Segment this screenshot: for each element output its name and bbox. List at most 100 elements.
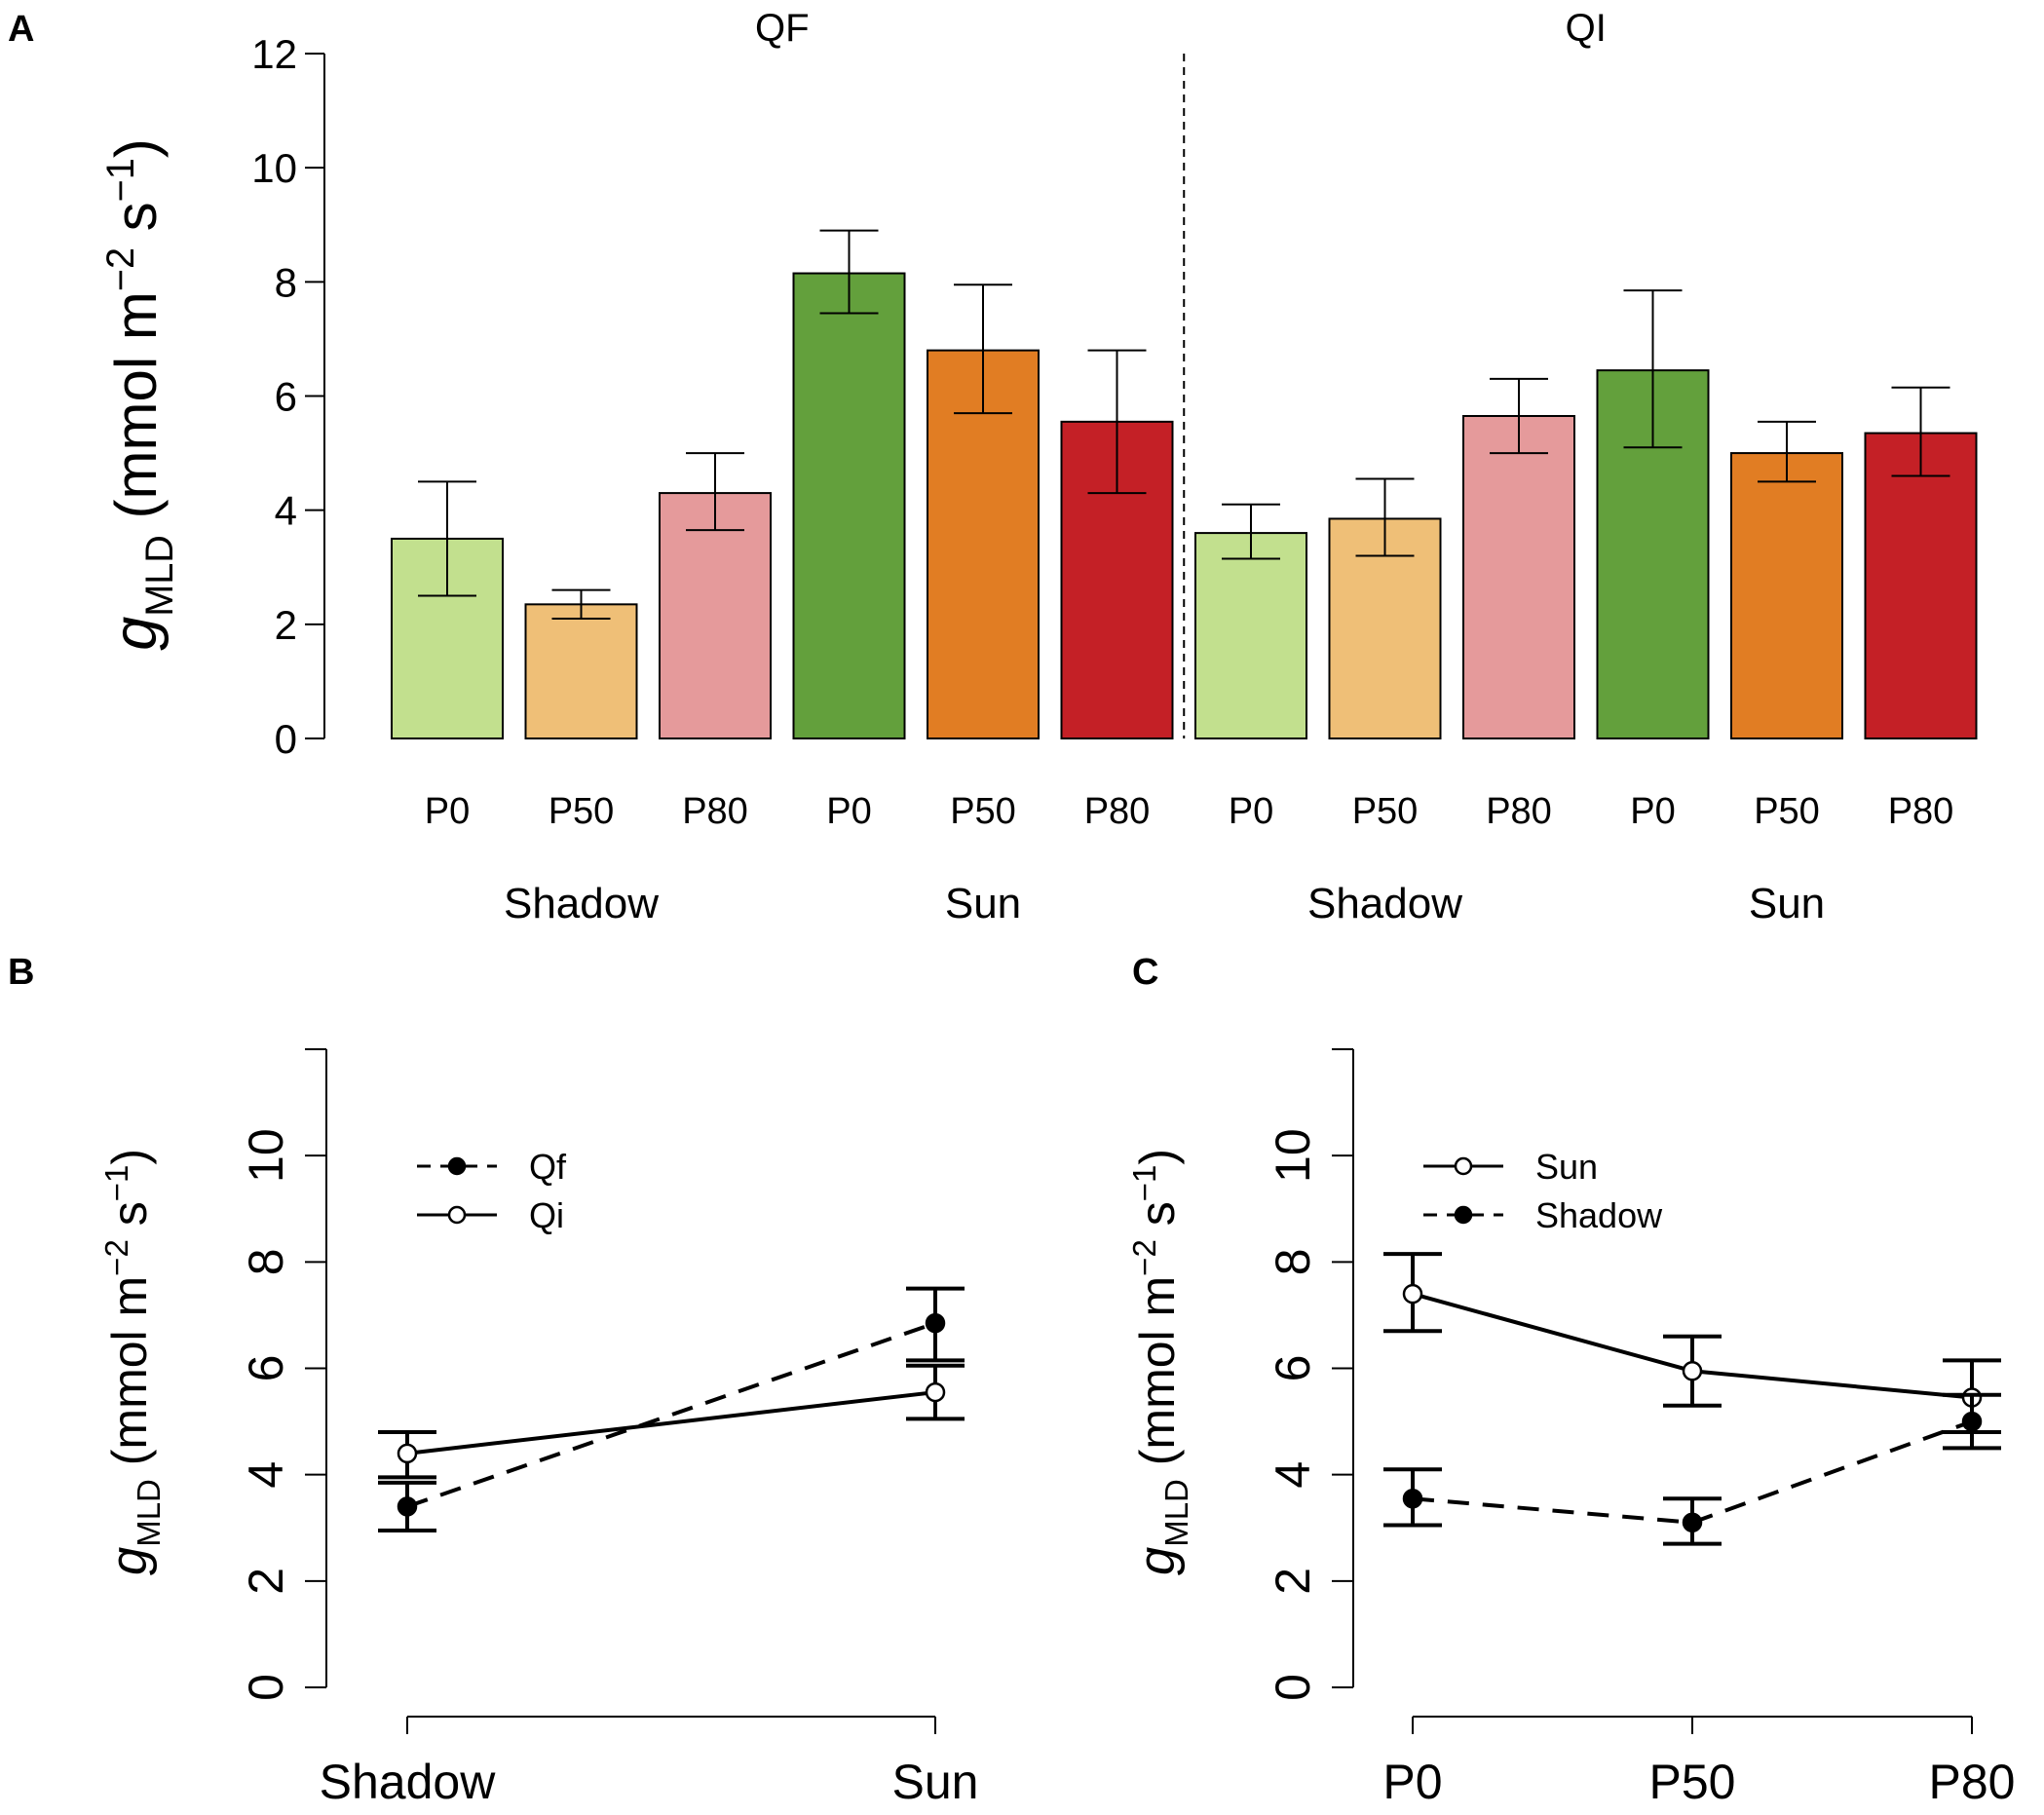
x-category-label: P80 [1888,791,1954,832]
y-axis-label-part: (mmol m [1130,1276,1185,1479]
panel-letter-c: C [1132,952,1158,993]
y-axis-label-part: s [1130,1201,1185,1239]
data-point [397,1496,418,1517]
data-point [1402,1283,1423,1305]
x-tick-label: P0 [1382,1755,1442,1809]
x-category-label: P0 [826,791,871,832]
y-axis-label-part: ) [103,138,169,158]
y-tick-label: 0 [1266,1674,1320,1701]
y-tick-label: 2 [239,1568,293,1595]
y-axis-label-part: s [103,202,169,247]
y-tick-label: 4 [239,1461,293,1489]
y-tick-label: 2 [275,602,297,648]
legend-marker [447,1156,467,1176]
y-axis-label-text: gMLD (mmol m−2 s−1) [98,1149,167,1575]
data-point [397,1443,418,1464]
x-category-label: P50 [549,791,615,832]
y-tick-label: 10 [239,1128,293,1183]
x-group-label: Sun [945,880,1021,927]
series-line-qf [406,1321,936,1509]
x-category-label: P50 [1754,791,1820,832]
legend-label: Shadow [1535,1195,1663,1235]
y-tick-label: 0 [275,716,297,762]
y-tick-label: 6 [275,374,297,420]
legend-marker [1454,1156,1473,1176]
y-axis-label-part: s [102,1201,157,1239]
y-axis-label-part: (mmol m [102,1276,157,1479]
legend-label: Qi [529,1195,564,1235]
x-category-label: P50 [1352,791,1419,832]
y-tick-label: 8 [239,1248,293,1275]
y-axis-label-part: ) [102,1149,157,1165]
facet-title: QF [755,7,810,50]
x-group-label: Shadow [504,880,659,927]
panel-a-bar-chart: 0 2 4 6 8 10 12 gMLD (mmol m−2 s−1) P0 P50 P80 Shad… [99,7,1978,927]
bar [1194,532,1307,739]
y-axis-label-text: gMLD (mmol m−2 s−1) [1126,1149,1194,1575]
y-axis-label: gMLD (mmol m−2 s−1) [98,1149,167,1575]
x-category-label: P0 [1229,791,1273,832]
panel-c-line-chart: 0 2 4 6 8 10 gMLD (mmol m−2 s−1) P0 P50 P80 Sun Sha… [1126,1048,2016,1809]
panel-letter-b: B [8,952,34,993]
y-axis-label-part: MLD [131,1479,167,1547]
panel-letter-a: A [8,9,34,50]
y-tick-label: 10 [1266,1128,1320,1183]
legend-label: Sun [1535,1147,1598,1187]
y-axis-label-part: (mmol m [103,291,169,535]
data-point [1682,1512,1703,1533]
x-category-label: P0 [425,791,470,832]
y-tick-label: 6 [1266,1355,1320,1382]
y-tick-label: 10 [251,145,297,191]
bar [1462,415,1575,739]
y-axis-label-part: −1 [99,158,142,202]
legend-marker [447,1205,467,1225]
legend-marker [1454,1205,1473,1225]
legend-label: Qf [529,1147,567,1187]
x-tick-label: Shadow [320,1755,497,1809]
data-point [925,1312,946,1334]
y-axis-label-part: −1 [98,1165,134,1202]
x-tick-label: P50 [1649,1755,1736,1809]
bar [792,272,906,739]
y-axis-label-part: −1 [1126,1165,1162,1202]
facet-title: QI [1566,7,1607,50]
data-point [925,1381,946,1403]
data-point [1961,1411,1983,1432]
x-category-label: P0 [1630,791,1675,832]
x-category-label: P80 [682,791,748,832]
y-axis-label-text: gMLD (mmol m−2 s−1) [99,138,181,650]
y-axis-label-part: g [100,1547,158,1575]
x-group-label: Sun [1749,880,1825,927]
y-axis-label-part: ) [1130,1149,1185,1165]
y-tick-label: 2 [1266,1568,1320,1595]
x-tick-label: Sun [892,1755,979,1809]
y-tick-label: 8 [1266,1248,1320,1275]
y-axis-label-part: −2 [98,1239,134,1276]
y-tick-label: 12 [251,31,297,77]
x-category-label: P80 [1084,791,1151,832]
y-axis-label-part: g [101,617,170,651]
y-tick-label: 6 [239,1355,293,1382]
y-axis-label-part: −2 [1126,1239,1162,1276]
data-point [1402,1488,1423,1509]
series-line-qi [406,1390,936,1456]
x-tick-label: P80 [1929,1755,2016,1809]
y-axis-label-part: MLD [138,535,181,617]
bar [659,492,772,740]
y-tick-label: 0 [239,1674,293,1701]
panel-b-line-chart: 0 2 4 6 8 10 gMLD (mmol m−2 s−1) Shadow Sun Qf Qi [98,1048,979,1809]
y-tick-label: 4 [1266,1461,1320,1489]
bar [1864,432,1978,739]
x-category-label: P50 [950,791,1016,832]
bar [1730,452,1843,739]
x-group-label: Shadow [1307,880,1462,927]
y-axis-label-part: MLD [1158,1479,1194,1547]
y-tick-label: 8 [275,259,297,305]
y-axis-label: gMLD (mmol m−2 s−1) [1126,1149,1194,1575]
x-category-label: P80 [1486,791,1552,832]
y-axis-label-part: −2 [99,247,142,291]
y-axis-label: gMLD (mmol m−2 s−1) [99,138,181,650]
bar [524,603,638,739]
bar [927,349,1040,739]
